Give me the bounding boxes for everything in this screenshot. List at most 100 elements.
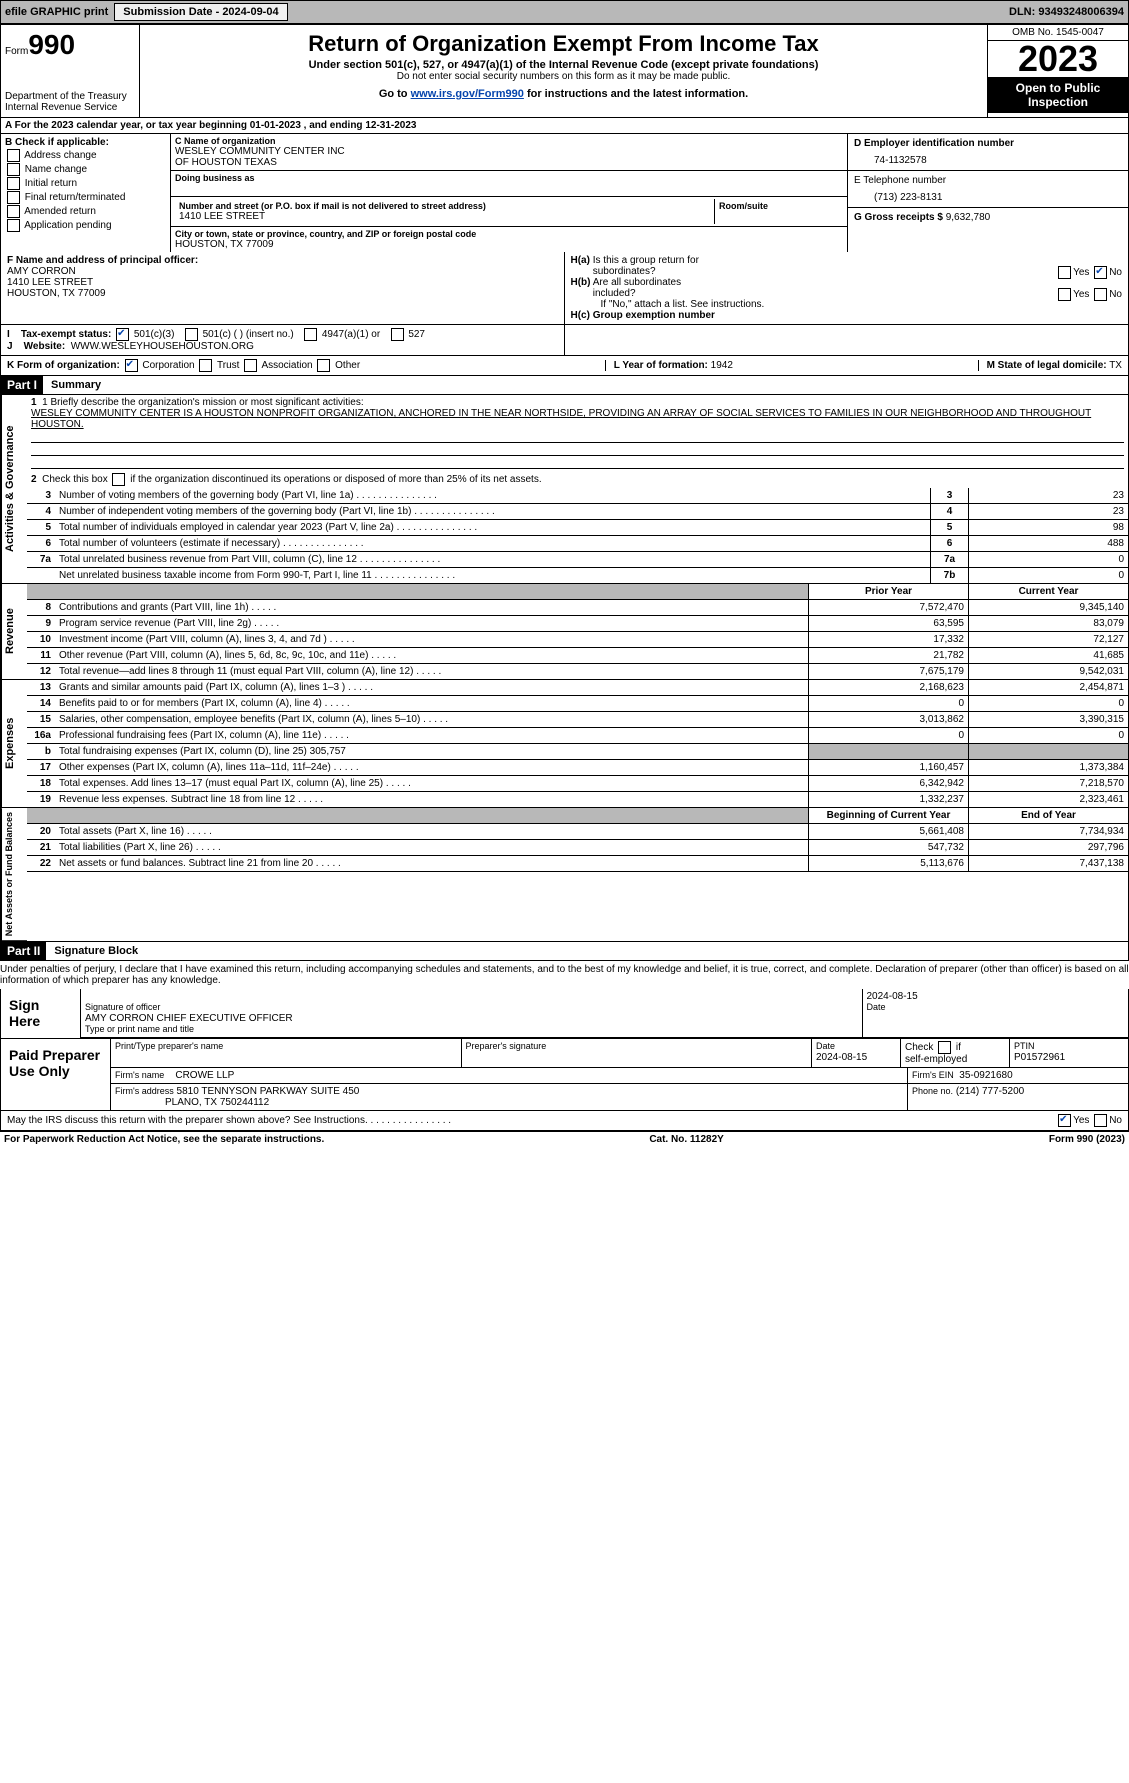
line-number: 8 (27, 600, 55, 615)
chk-527[interactable] (391, 328, 404, 341)
prior-value: 63,595 (808, 616, 968, 631)
ssn-note: Do not enter social security numbers on … (148, 71, 979, 82)
chk-corporation[interactable] (125, 359, 138, 372)
prior-value (808, 744, 968, 759)
line-text: Number of independent voting members of … (55, 504, 930, 519)
line-number: 9 (27, 616, 55, 631)
tel-value: (713) 223-8131 (854, 186, 1122, 203)
line-number: 4 (27, 504, 55, 519)
summary-line: 16a Professional fundraising fees (Part … (27, 728, 1128, 744)
line-number: 5 (27, 520, 55, 535)
ptin-value: P01572961 (1014, 1052, 1065, 1063)
col-b-header: B Check if applicable: (5, 137, 109, 148)
year-formation-label: L Year of formation: (614, 360, 708, 371)
end-year-header: End of Year (968, 808, 1128, 823)
tax-year: 2023 (988, 41, 1128, 77)
form-header: Form990 Department of the Treasury Inter… (0, 24, 1129, 118)
checkbox-initial-return[interactable] (7, 177, 20, 190)
prior-value: 3,013,862 (808, 712, 968, 727)
hb-no[interactable] (1094, 288, 1107, 301)
ptin-label: PTIN (1014, 1041, 1035, 1051)
chk-4947[interactable] (304, 328, 317, 341)
summary-line: 15 Salaries, other compensation, employe… (27, 712, 1128, 728)
current-year-header: Current Year (968, 584, 1128, 599)
prior-value: 547,732 (808, 840, 968, 855)
top-bar: efile GRAPHIC print Submission Date - 20… (0, 0, 1129, 24)
sig-officer-name: AMY CORRON CHIEF EXECUTIVE OFFICER (85, 1013, 293, 1024)
summary-line: b Total fundraising expenses (Part IX, c… (27, 744, 1128, 760)
sig-type-label: Type or print name and title (85, 1024, 194, 1034)
line-box: 6 (930, 536, 968, 551)
chk-self-employed[interactable] (938, 1041, 951, 1054)
checkbox-amended-return[interactable] (7, 205, 20, 218)
chk-association[interactable] (244, 359, 257, 372)
line-box: 4 (930, 504, 968, 519)
part-2-title: Signature Block (46, 945, 138, 957)
irs-link[interactable]: www.irs.gov/Form990 (411, 88, 524, 100)
year-formation: 1942 (711, 360, 733, 371)
summary-line: 20 Total assets (Part X, line 16) 5,661,… (27, 824, 1128, 840)
current-value: 83,079 (968, 616, 1128, 631)
line-text: Investment income (Part VIII, column (A)… (55, 632, 808, 647)
officer-name: AMY CORRON (7, 266, 76, 277)
efile-print-label[interactable]: efile GRAPHIC print (5, 6, 108, 18)
current-value: 2,454,871 (968, 680, 1128, 695)
discuss-yes[interactable] (1058, 1114, 1071, 1127)
opt-assoc: Association (261, 360, 312, 371)
summary-line: Net unrelated business taxable income fr… (27, 568, 1128, 584)
checkbox-address-change[interactable] (7, 149, 20, 162)
prep-date: 2024-08-15 (816, 1052, 867, 1063)
summary-line: 7a Total unrelated business revenue from… (27, 552, 1128, 568)
current-value: 0 (968, 696, 1128, 711)
section-f-h: F Name and address of principal officer:… (0, 252, 1129, 325)
chk-discontinued[interactable] (112, 473, 125, 486)
line-text: Other expenses (Part IX, column (A), lin… (55, 760, 808, 775)
current-value: 7,437,138 (968, 856, 1128, 871)
label-initial-return: Initial return (25, 178, 77, 189)
discuss-no[interactable] (1094, 1114, 1107, 1127)
line-text: Program service revenue (Part VIII, line… (55, 616, 808, 631)
current-value: 72,127 (968, 632, 1128, 647)
public-inspection: Open to Public Inspection (988, 77, 1128, 113)
prior-value: 7,675,179 (808, 664, 968, 679)
form-subtitle: Under section 501(c), 527, or 4947(a)(1)… (148, 59, 979, 71)
footer-center: Cat. No. 11282Y (649, 1134, 723, 1145)
website-value: WWW.WESLEYHOUSEHOUSTON.ORG (71, 341, 254, 352)
dept-treasury: Department of the Treasury (5, 91, 135, 102)
current-value: 3,390,315 (968, 712, 1128, 727)
line-text: Total liabilities (Part X, line 26) (55, 840, 808, 855)
signature-block: Sign Here Signature of officerAMY CORRON… (0, 989, 1129, 1131)
vlabel-expenses: Expenses (1, 680, 27, 808)
prep-name-label: Print/Type preparer's name (115, 1041, 223, 1051)
col-b-checkboxes: B Check if applicable: Address change Na… (1, 134, 171, 252)
submission-date-button[interactable]: Submission Date - 2024-09-04 (114, 3, 287, 21)
summary-line: 18 Total expenses. Add lines 13–17 (must… (27, 776, 1128, 792)
checkbox-application-pending[interactable] (7, 219, 20, 232)
hc-label: H(c) Group exemption number (571, 310, 715, 321)
part-1-header: Part I Summary (0, 376, 1129, 395)
chk-other[interactable] (317, 359, 330, 372)
org-name-label: C Name of organization (175, 136, 843, 146)
hb-yes[interactable] (1058, 288, 1071, 301)
summary-line: 8 Contributions and grants (Part VIII, l… (27, 600, 1128, 616)
summary-line: 5 Total number of individuals employed i… (27, 520, 1128, 536)
label-final-return: Final return/terminated (25, 192, 126, 203)
chk-trust[interactable] (199, 359, 212, 372)
line-text: Total expenses. Add lines 13–17 (must eq… (55, 776, 808, 791)
ha-no[interactable] (1094, 266, 1107, 279)
penalties-text: Under penalties of perjury, I declare th… (0, 961, 1129, 989)
checkbox-final-return[interactable] (7, 191, 20, 204)
line-number: 14 (27, 696, 55, 711)
checkbox-name-change[interactable] (7, 163, 20, 176)
vlabel-revenue: Revenue (1, 584, 27, 680)
line-text: Contributions and grants (Part VIII, lin… (55, 600, 808, 615)
line-value: 23 (968, 488, 1128, 503)
page-footer: For Paperwork Reduction Act Notice, see … (0, 1131, 1129, 1147)
ha-yes[interactable] (1058, 266, 1071, 279)
chk-501c3[interactable] (116, 328, 129, 341)
chk-501c[interactable] (185, 328, 198, 341)
phone-label: Phone no. (912, 1086, 953, 1096)
line-text: Total revenue—add lines 8 through 11 (mu… (55, 664, 808, 679)
line-text: Benefits paid to or for members (Part IX… (55, 696, 808, 711)
line-box: 3 (930, 488, 968, 503)
